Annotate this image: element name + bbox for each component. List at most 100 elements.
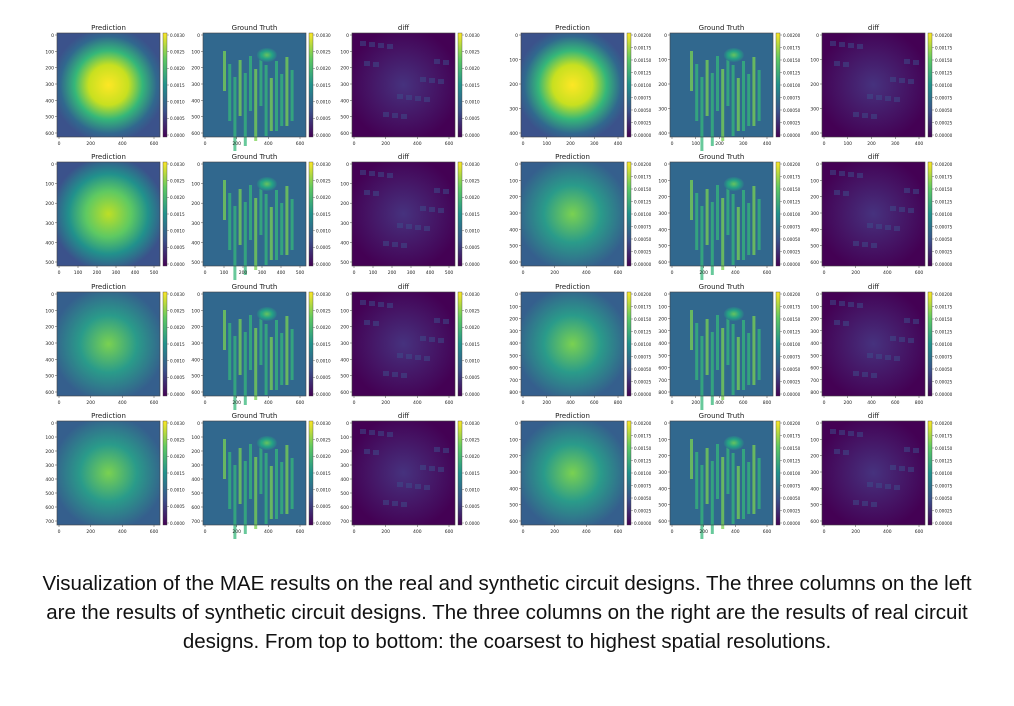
x-tick-label: 400 [277,270,286,276]
y-tick-label: 0 [51,162,54,168]
colorbar [457,291,463,397]
diff-speckle [867,482,873,487]
diff-speckle [867,353,873,358]
axes-frame [202,420,307,526]
x-tick-label: 200 [381,529,390,535]
colorbar-tick-label: 0.00000 [783,133,801,138]
diff-speckle [378,431,384,436]
colorbar-tick-label: 0.00050 [634,237,652,242]
gt-streak [705,189,709,245]
colorbar-tick-label: 0.00150 [634,446,652,451]
y-tick-label: 700 [45,519,54,525]
diff-speckle [434,447,440,452]
panel-title: Prediction [91,153,126,161]
y-tick-label: 600 [509,519,518,525]
y-tick-label: 200 [509,82,518,88]
gt-streak [705,448,709,504]
colorbar-tick-label: 0.00200 [783,33,801,38]
gt-streak [695,452,699,509]
diff-speckle [434,59,440,64]
y-tick-label: 400 [45,98,54,104]
x-tick-label: 0 [522,400,525,406]
diff-speckle [894,226,900,231]
x-tick-label: 200 [86,529,95,535]
diff-speckle [894,485,900,490]
diff-speckle [438,79,444,84]
gt-streak [264,194,268,265]
y-tick-label: 700 [509,378,518,384]
x-tick-label: 400 [763,141,772,147]
panel-title: diff [398,412,409,420]
axes-frame [669,291,774,397]
gt-streak [721,328,725,400]
y-tick-label: 0 [51,33,54,39]
colorbar [162,32,168,138]
y-tick-label: 400 [45,477,54,483]
y-tick-label: 200 [658,195,667,201]
colorbar-tick-label: 0.0030 [465,292,480,297]
x-tick-label: 400 [883,529,892,535]
x-tick-label: 400 [413,141,422,147]
gt-streak [228,323,232,380]
colorbar-tick-label: 0.00050 [783,108,801,113]
y-tick-label: 0 [346,162,349,168]
y-tick-label: 500 [191,374,200,380]
colorbar-tick-label: 0.00125 [935,458,953,463]
diff-speckle [839,171,845,176]
y-tick-label: 300 [810,211,819,217]
real-row3-prediction-panel: Prediction 0 100 200 300 400 500 600 700 800 0 200 4… [509,283,651,406]
y-tick-label: 0 [197,162,200,168]
axes-frame [821,291,926,397]
colorbar-tick-label: 0.0000 [316,262,331,267]
y-tick-label: 500 [340,374,349,380]
y-tick-label: 300 [340,82,349,88]
colorbar-tick-label: 0.0030 [316,162,331,167]
colorbar-tick-label: 0.00000 [935,392,953,397]
y-tick-label: 700 [810,378,819,384]
gt-streak [731,453,735,524]
y-tick-label: 600 [45,390,54,396]
panel-title: Ground Truth [699,153,745,161]
y-tick-label: 200 [191,325,200,331]
diff-speckle [360,170,366,175]
gt-streak [742,320,745,390]
y-tick-label: 300 [509,470,518,476]
axes-frame [56,420,161,526]
gt-hotspot [723,48,744,62]
x-tick-label: 800 [614,400,623,406]
colorbar-tick-label: 0.0010 [170,358,185,363]
diff-speckle [853,371,859,376]
colorbar-tick-label: 0.0030 [170,292,185,297]
diff-speckle [443,448,449,453]
colorbar-tick-label: 0.0025 [316,178,331,183]
axes-frame [520,420,625,526]
y-tick-label: 400 [191,477,200,483]
gt-hotspot [256,48,277,62]
colorbar-tick-label: 0.00025 [783,249,801,254]
gt-hotspot [256,177,277,191]
y-tick-label: 400 [810,486,819,492]
heatmap-grid: Prediction 0 100 200 300 400 500 600 0 200 400 600 0… [45,24,953,539]
diff-speckle [876,95,882,100]
y-tick-label: 300 [191,221,200,227]
y-tick-label: 600 [340,505,349,511]
x-tick-label: 0 [353,270,356,276]
y-tick-label: 500 [45,491,54,497]
synthetic-row4-ground-truth-panel: Ground Truth 0 100 200 300 400 500 600 700 0 200 40… [191,412,331,539]
gt-streak [238,319,242,375]
colorbar [775,291,781,397]
diff-speckle [857,432,863,437]
diff-speckle [857,173,863,178]
colorbar-tick-label: 0.0000 [465,392,480,397]
real-row4-diff-panel: diff 0 100 200 300 400 500 600 0 200 400 600 0.00200… [810,412,952,535]
colorbar-tick-label: 0.00200 [634,292,652,297]
x-tick-label: 600 [445,400,454,406]
x-tick-label: 0 [353,529,356,535]
colorbar-tick-label: 0.0005 [465,245,480,250]
colorbar-tick-label: 0.00025 [935,379,953,384]
y-tick-label: 100 [658,437,667,443]
gt-streak [752,445,756,514]
diff-speckle [369,42,375,47]
colorbar-tick-label: 0.0030 [465,33,480,38]
colorbar-tick-label: 0.00175 [634,174,652,179]
